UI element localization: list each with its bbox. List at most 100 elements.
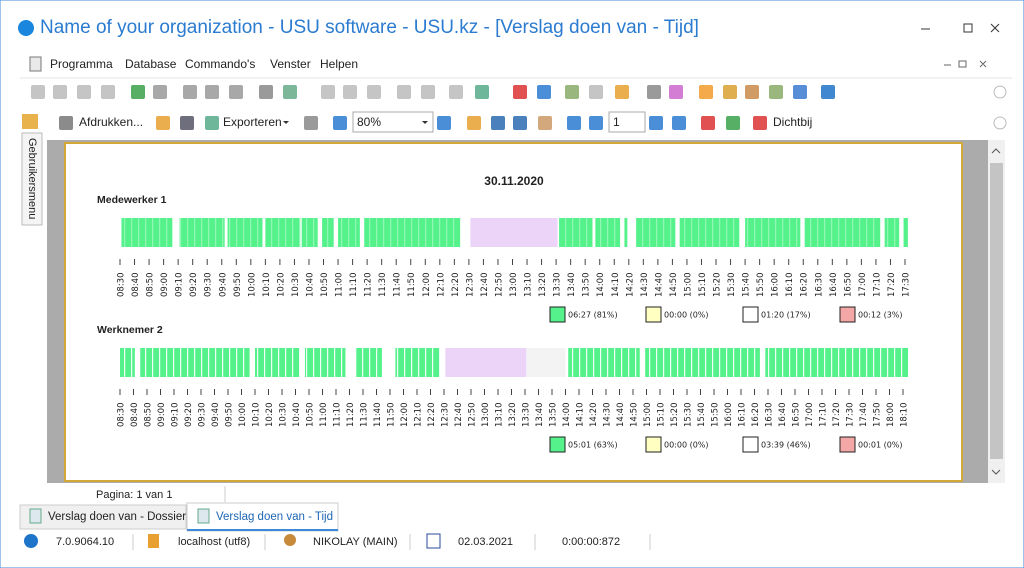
toolbar-icon[interactable] [53, 85, 67, 99]
toolbar-icon[interactable] [259, 85, 273, 99]
page-value: 1 [613, 115, 620, 129]
toolbar-icon[interactable] [437, 116, 451, 130]
menu-item[interactable]: Commando's [185, 57, 255, 71]
status-server: localhost (utf8) [178, 536, 250, 548]
toolbar-icon[interactable] [131, 85, 145, 99]
toolbar-icon[interactable] [321, 85, 335, 99]
toolbar-icon[interactable] [449, 85, 463, 99]
toolbar-icon[interactable] [183, 85, 197, 99]
toolbar-icon[interactable] [513, 85, 527, 99]
toolbar-icon[interactable] [513, 116, 527, 130]
menu-item[interactable]: Venster [270, 57, 311, 71]
scroll-arrows[interactable] [991, 148, 1001, 475]
tick-label: 15:20 [670, 403, 680, 428]
idle-span [470, 218, 558, 247]
toolbar-icon[interactable] [726, 116, 740, 130]
scroll-thumb[interactable] [990, 163, 1003, 459]
toolbar-icon[interactable] [153, 85, 167, 99]
toolbar-icon[interactable] [745, 85, 759, 99]
toolbar-icon[interactable] [669, 85, 683, 99]
mdi-controls[interactable] [944, 60, 987, 68]
toolbar-icon[interactable] [723, 85, 737, 99]
toolbar-icon[interactable] [343, 85, 357, 99]
overflow [993, 116, 1007, 130]
activity-texture [624, 218, 628, 247]
page-input[interactable] [608, 111, 646, 133]
status-date: 02.03.2021 [458, 536, 513, 548]
toolbar-icon[interactable] [753, 116, 767, 130]
toolbar-icon[interactable] [793, 85, 807, 99]
tick-label: 15:00 [683, 273, 693, 298]
toolbar-icon[interactable] [475, 85, 489, 99]
toolbar-icon[interactable] [589, 85, 603, 99]
tick-label: 14:40 [654, 273, 664, 298]
toolbar-icon[interactable] [538, 116, 552, 130]
tick-label: 11:30 [378, 273, 388, 298]
tick-label: 12:30 [465, 273, 475, 298]
tab-active[interactable] [186, 502, 339, 532]
legend-swatch [839, 436, 856, 453]
toolbar-icon[interactable] [647, 85, 661, 99]
activity-texture [559, 218, 593, 247]
toolbar-icon[interactable] [491, 116, 505, 130]
tick-label: 17:20 [832, 403, 842, 428]
overflow [993, 85, 1007, 99]
toolbar-icon[interactable] [567, 116, 581, 130]
toolbar-icon[interactable] [333, 116, 347, 130]
activity-texture [255, 348, 300, 377]
tick-label: 15:40 [742, 273, 752, 298]
toolbar-icon[interactable] [565, 85, 579, 99]
tick-label: 14:10 [611, 273, 621, 298]
toolbar-icon[interactable] [397, 85, 411, 99]
menu-item[interactable]: Helpen [320, 57, 358, 71]
toolbar-icon[interactable] [205, 85, 219, 99]
toolbar-icon[interactable] [205, 116, 219, 130]
menu-item[interactable]: Database [125, 57, 177, 71]
toolbar-icon[interactable] [156, 116, 170, 130]
tab-icon [197, 508, 210, 524]
close-report-button[interactable]: Dichtbij [773, 115, 812, 129]
legend-label: 00:00 (0%) [664, 311, 709, 320]
toolbar-icon[interactable] [649, 116, 663, 130]
toolbar-icon[interactable] [229, 85, 243, 99]
toolbar-icon[interactable] [77, 85, 91, 99]
toolbar-icon[interactable] [769, 85, 783, 99]
toolbar-icon[interactable] [821, 85, 835, 99]
maximize-button[interactable] [963, 23, 973, 33]
tab[interactable] [19, 504, 187, 530]
toolbar-icon[interactable] [537, 85, 551, 99]
toolbar-icon[interactable] [615, 85, 629, 99]
side-tab-label: Gebruikersmenu [26, 138, 38, 219]
toolbar-icon[interactable] [467, 116, 481, 130]
toolbar-icon[interactable] [701, 116, 715, 130]
toolbar-icon[interactable] [31, 85, 45, 99]
tick-label: 17:10 [819, 403, 829, 428]
tick-label: 10:50 [320, 273, 330, 298]
tick-label: 14:20 [589, 403, 599, 428]
toolbar-icon[interactable] [367, 85, 381, 99]
tick-label: 15:10 [657, 403, 667, 428]
toolbar-icon[interactable] [101, 85, 115, 99]
toolbar-icon[interactable] [283, 85, 297, 99]
toolbar-icon[interactable] [699, 85, 713, 99]
tick-label: 14:30 [640, 273, 650, 298]
tick-label: 12:30 [441, 403, 451, 428]
tick-label: 14:40 [616, 403, 626, 428]
tick-label: 11:50 [387, 403, 397, 428]
legend-label: 01:20 (17%) [761, 311, 811, 320]
toolbar-icon[interactable] [589, 116, 603, 130]
menu-item[interactable]: Programma [50, 57, 113, 71]
toolbar-icon[interactable] [304, 116, 318, 130]
toolbar-icon[interactable] [59, 116, 73, 130]
side-tab[interactable] [21, 132, 43, 226]
toolbar-icon[interactable] [421, 85, 435, 99]
export-button[interactable]: Exporteren [223, 115, 282, 129]
print-button[interactable]: Afdrukken... [79, 115, 143, 129]
tick-label: 12:20 [451, 273, 461, 298]
zoom-combo[interactable] [352, 111, 434, 133]
toolbar-icon[interactable] [180, 116, 194, 130]
tick-label: 15:00 [643, 403, 653, 428]
activity-texture [356, 348, 382, 377]
toolbar-icon[interactable] [672, 116, 686, 130]
close-button[interactable] [990, 23, 1000, 33]
